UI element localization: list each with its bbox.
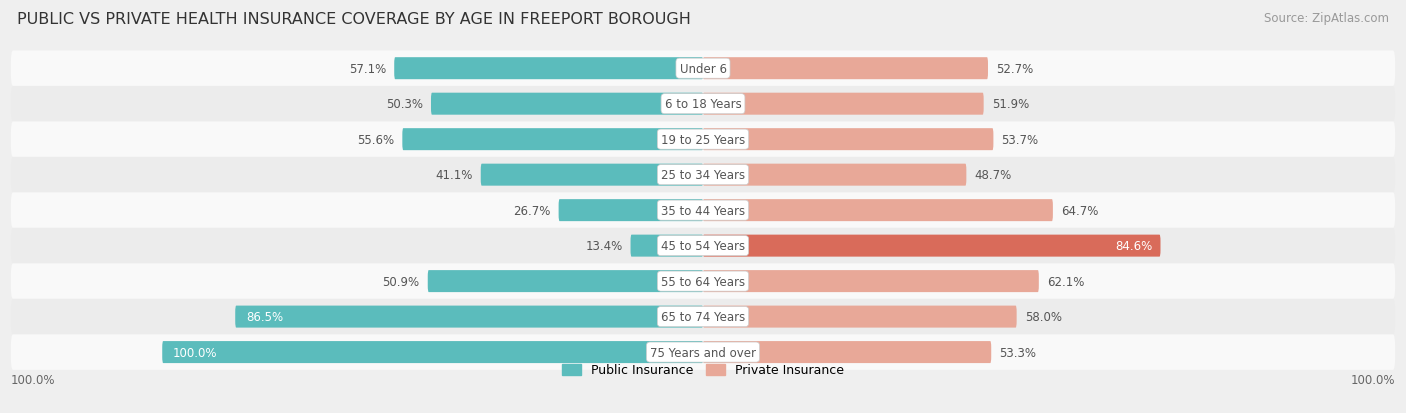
Text: 50.9%: 50.9% <box>382 275 419 288</box>
Text: 6 to 18 Years: 6 to 18 Years <box>665 98 741 111</box>
Text: 55.6%: 55.6% <box>357 133 394 146</box>
Text: 52.7%: 52.7% <box>995 62 1033 76</box>
Text: 25 to 34 Years: 25 to 34 Years <box>661 169 745 182</box>
Text: 75 Years and over: 75 Years and over <box>650 346 756 359</box>
Text: 19 to 25 Years: 19 to 25 Years <box>661 133 745 146</box>
FancyBboxPatch shape <box>11 264 1395 299</box>
FancyBboxPatch shape <box>162 341 703 363</box>
Text: 48.7%: 48.7% <box>974 169 1012 182</box>
FancyBboxPatch shape <box>703 58 988 80</box>
FancyBboxPatch shape <box>11 157 1395 193</box>
Text: 53.3%: 53.3% <box>1000 346 1036 359</box>
FancyBboxPatch shape <box>703 341 991 363</box>
Text: 64.7%: 64.7% <box>1062 204 1098 217</box>
Text: 100.0%: 100.0% <box>1351 373 1395 386</box>
Legend: Public Insurance, Private Insurance: Public Insurance, Private Insurance <box>557 358 849 382</box>
Text: Under 6: Under 6 <box>679 62 727 76</box>
Text: 62.1%: 62.1% <box>1047 275 1084 288</box>
FancyBboxPatch shape <box>432 93 703 115</box>
FancyBboxPatch shape <box>427 271 703 292</box>
FancyBboxPatch shape <box>703 306 1017 328</box>
Text: 65 to 74 Years: 65 to 74 Years <box>661 310 745 323</box>
FancyBboxPatch shape <box>235 306 703 328</box>
FancyBboxPatch shape <box>11 87 1395 122</box>
FancyBboxPatch shape <box>558 199 703 222</box>
FancyBboxPatch shape <box>703 129 994 151</box>
FancyBboxPatch shape <box>394 58 703 80</box>
Text: 45 to 54 Years: 45 to 54 Years <box>661 240 745 252</box>
FancyBboxPatch shape <box>703 199 1053 222</box>
Text: 50.3%: 50.3% <box>385 98 423 111</box>
Text: 35 to 44 Years: 35 to 44 Years <box>661 204 745 217</box>
Text: 86.5%: 86.5% <box>246 310 283 323</box>
Text: 41.1%: 41.1% <box>436 169 472 182</box>
Text: 51.9%: 51.9% <box>991 98 1029 111</box>
FancyBboxPatch shape <box>11 335 1395 370</box>
Text: 26.7%: 26.7% <box>513 204 551 217</box>
FancyBboxPatch shape <box>703 93 984 115</box>
FancyBboxPatch shape <box>703 164 966 186</box>
Text: 100.0%: 100.0% <box>11 373 55 386</box>
Text: 100.0%: 100.0% <box>173 346 218 359</box>
FancyBboxPatch shape <box>11 193 1395 228</box>
Text: PUBLIC VS PRIVATE HEALTH INSURANCE COVERAGE BY AGE IN FREEPORT BOROUGH: PUBLIC VS PRIVATE HEALTH INSURANCE COVER… <box>17 12 690 27</box>
FancyBboxPatch shape <box>11 299 1395 335</box>
Text: 13.4%: 13.4% <box>585 240 623 252</box>
Text: Source: ZipAtlas.com: Source: ZipAtlas.com <box>1264 12 1389 25</box>
FancyBboxPatch shape <box>630 235 703 257</box>
FancyBboxPatch shape <box>11 51 1395 87</box>
FancyBboxPatch shape <box>402 129 703 151</box>
Text: 57.1%: 57.1% <box>349 62 387 76</box>
Text: 53.7%: 53.7% <box>1001 133 1039 146</box>
Text: 55 to 64 Years: 55 to 64 Years <box>661 275 745 288</box>
FancyBboxPatch shape <box>703 271 1039 292</box>
Text: 84.6%: 84.6% <box>1115 240 1153 252</box>
FancyBboxPatch shape <box>481 164 703 186</box>
FancyBboxPatch shape <box>11 122 1395 157</box>
FancyBboxPatch shape <box>703 235 1160 257</box>
Text: 58.0%: 58.0% <box>1025 310 1062 323</box>
FancyBboxPatch shape <box>11 228 1395 264</box>
